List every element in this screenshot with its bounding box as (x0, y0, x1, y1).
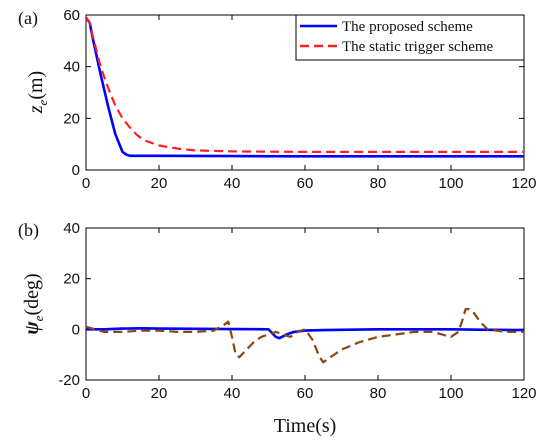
panel-a-x-tick-label: 0 (82, 175, 90, 192)
panel-a-x-tick-label: 60 (297, 175, 314, 192)
panel-a-y-tick-label: 60 (63, 7, 80, 24)
panel-a-y-tick-label: 20 (63, 110, 80, 127)
panel-b-x-tick-label: 100 (438, 385, 463, 402)
panel-a-ylabel-sub: e (35, 99, 50, 105)
legend-label-static: The static trigger scheme (342, 39, 494, 55)
panel-a-y-tick-label: 0 (72, 162, 80, 179)
panel-b-y-tick-label: -20 (58, 372, 80, 389)
legend-box (295, 14, 525, 61)
panel-a-x-tick-label: 100 (438, 175, 463, 192)
panel-b-ylabel-unit: (deg) (21, 273, 43, 315)
panel-b-ylabel-sub: e (31, 315, 46, 321)
panel-b-ylabel-main: ψ (21, 321, 43, 335)
panel-a-ylabel-unit: (m) (25, 71, 47, 100)
panel-a-x-tick-label: 80 (370, 175, 387, 192)
panel-a-ticks: 0 20 40 60 80 100 120 0 20 40 60 (63, 7, 536, 192)
panel-a-ylabel-main: z (25, 105, 47, 114)
panel-b-series (85, 308, 525, 364)
panel-b-x-tick-label: 60 (297, 385, 314, 402)
panel-a-series-line-1 (85, 16, 524, 153)
panel-b-x-tick-label: 120 (511, 385, 536, 402)
panel-a-series-line-0 (84, 16, 524, 158)
panel-b-series-line-0 (86, 326, 525, 340)
panel-a-y-tick-label: 40 (63, 59, 80, 76)
panel-b-x-tick-label: 80 (370, 385, 387, 402)
panel-a-x-tick-label: 120 (511, 175, 536, 192)
panel-b-y-axis-label: ψe(deg) (21, 273, 46, 334)
panel-b-x-tick-label: 0 (82, 385, 90, 402)
legend-label-proposed: The proposed scheme (342, 19, 473, 35)
panel-b-x-tick-label: 20 (151, 385, 168, 402)
panel-a-y-axis-label: ze(m) (25, 71, 50, 114)
panel-a: (a) ze(m) 0 20 40 60 80 100 120 0 20 40 60 The pro… (18, 7, 537, 192)
panel-b: (b) ψe(deg) Time(s) 0 20 40 60 80 100 120-2002… (18, 220, 537, 437)
panel-a-series (84, 16, 524, 158)
panel-b-y-tick-label: 40 (63, 220, 80, 237)
panel-b-x-axis-label: Time(s) (274, 415, 337, 437)
panel-a-legend: The proposed scheme The static trigger s… (295, 14, 525, 61)
panel-b-label: (b) (18, 220, 39, 241)
panel-b-plot-frame (85, 227, 525, 381)
panel-a-x-tick-label: 40 (224, 175, 241, 192)
panel-b-series-line-1 (85, 308, 524, 364)
panel-b-y-tick-label: 20 (63, 271, 80, 288)
panel-a-x-tick-label: 20 (151, 175, 168, 192)
panel-a-label: (a) (18, 8, 38, 29)
panel-b-x-tick-label: 40 (224, 385, 241, 402)
panel-b-y-tick-label: 0 (72, 321, 80, 338)
